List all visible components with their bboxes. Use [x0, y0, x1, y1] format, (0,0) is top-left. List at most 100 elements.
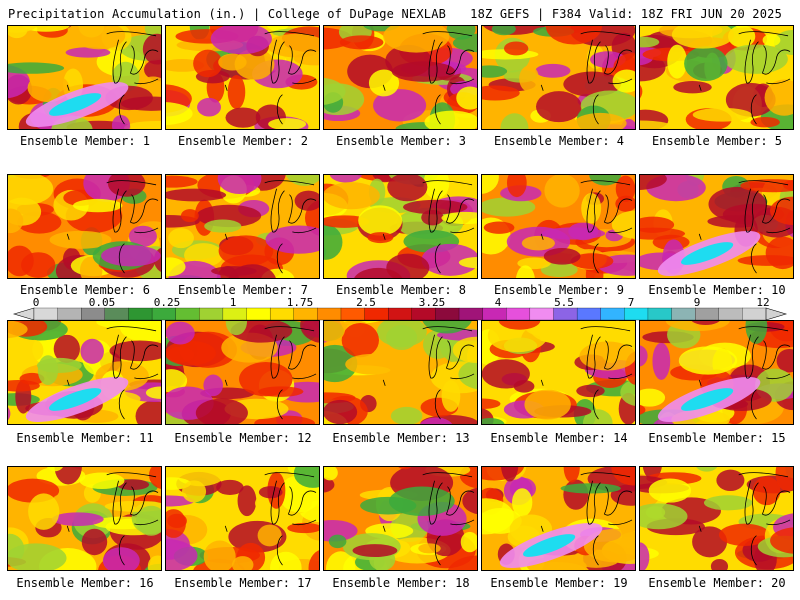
precip-field: [166, 321, 319, 424]
member-caption: Ensemble Member: 18: [332, 576, 470, 590]
coastline-outline: [698, 326, 791, 420]
model-run-label: 18Z GEFS | F384 Valid: 18Z FRI JUN 20 20…: [470, 7, 782, 21]
member-map-5: [639, 25, 794, 130]
colorbar-swatch: [246, 307, 271, 321]
coastline-outline: [66, 326, 159, 420]
member-map-4: [481, 25, 636, 130]
member-caption: Ensemble Member: 12: [174, 431, 312, 445]
coastline-outline: [698, 31, 791, 125]
colorbar-swatch: [529, 307, 554, 321]
member-caption: Ensemble Member: 4: [493, 134, 625, 148]
member-caption: Ensemble Member: 20: [648, 576, 786, 590]
colorbar-swatch: [175, 307, 200, 321]
colorbar-swatch: [742, 307, 767, 321]
colorbar-swatch: [506, 307, 531, 321]
chart-title: Precipitation Accumulation (in.) | Colle…: [8, 7, 447, 21]
precip-field: [640, 175, 793, 278]
member-caption: Ensemble Member: 7: [177, 283, 309, 297]
member-caption: Ensemble Member: 10: [648, 283, 786, 297]
precip-field: [8, 26, 161, 129]
colorbar-swatch: [269, 307, 295, 321]
member-map-16: [7, 466, 162, 571]
precip-field: [324, 175, 477, 278]
member-caption: Ensemble Member: 6: [19, 283, 151, 297]
member-caption: Ensemble Member: 17: [174, 576, 312, 590]
colorbar-swatch: [128, 307, 153, 321]
coastline-outline: [66, 31, 159, 125]
colorbar-swatch: [222, 307, 247, 321]
member-caption: Ensemble Member: 11: [16, 431, 154, 445]
colorbar-swatch: [388, 307, 413, 321]
coastline-outline: [540, 180, 633, 274]
coastline-outline: [224, 180, 317, 274]
colorbar-swatch: [695, 307, 720, 321]
member-map-7: [165, 174, 320, 279]
member-map-14: [481, 320, 636, 425]
precip-field: [324, 467, 477, 570]
colorbar-tick-label: 2.5: [356, 296, 376, 309]
member-map-19: [481, 466, 636, 571]
member-map-13: [323, 320, 478, 425]
member-caption: Ensemble Member: 14: [490, 431, 628, 445]
member-caption: Ensemble Member: 3: [335, 134, 467, 148]
coastline-outline: [382, 31, 475, 125]
coastline-outline: [698, 180, 791, 274]
member-map-1: [7, 25, 162, 130]
colorbar-swatch: [293, 307, 318, 321]
coastline-outline: [66, 472, 159, 566]
precip-field: [482, 321, 635, 424]
colorbar-tick-label: 9: [693, 296, 701, 309]
member-caption: Ensemble Member: 5: [651, 134, 783, 148]
colorbar-min-arrow: [12, 307, 35, 321]
member-caption: Ensemble Member: 8: [335, 283, 467, 297]
colorbar-swatch: [411, 307, 436, 321]
colorbar-swatch: [624, 307, 649, 321]
precip-field: [640, 321, 793, 424]
coastline-outline: [382, 326, 475, 420]
coastline-outline: [540, 472, 633, 566]
colorbar-swatch: [81, 307, 106, 321]
coastline-outline: [224, 326, 317, 420]
member-map-8: [323, 174, 478, 279]
colorbar-swatch: [57, 307, 82, 321]
colorbar-swatch: [671, 307, 696, 321]
member-caption: Ensemble Member: 13: [332, 431, 470, 445]
precip-field: [482, 175, 635, 278]
precip-field: [640, 26, 793, 129]
member-map-15: [639, 320, 794, 425]
precip-field: [640, 467, 793, 570]
member-map-2: [165, 25, 320, 130]
precip-field: [482, 467, 635, 570]
colorbar-tick-label: 7: [627, 296, 635, 309]
colorbar-max-arrow: [765, 307, 788, 321]
colorbar-swatch: [482, 307, 507, 321]
coastline-outline: [66, 180, 159, 274]
colorbar-swatch: [317, 307, 342, 321]
member-map-11: [7, 320, 162, 425]
precip-field: [8, 321, 161, 424]
precip-field: [324, 321, 477, 424]
colorbar-tick-label: 1.75: [286, 296, 314, 309]
member-map-17: [165, 466, 320, 571]
member-map-10: [639, 174, 794, 279]
member-caption: Ensemble Member: 1: [19, 134, 151, 148]
coastline-outline: [382, 180, 475, 274]
colorbar-swatch: [718, 307, 743, 321]
coastline-outline: [540, 326, 633, 420]
colorbar-tick-label: 0: [32, 296, 40, 309]
colorbar-tick-label: 1: [229, 296, 237, 309]
colorbar-swatch: [33, 307, 59, 321]
coastline-outline: [224, 31, 317, 125]
colorbar-legend: 0 0.05 0.25 1 1.75 2.5 3.25 4 5.5 7 9 12: [0, 296, 800, 321]
colorbar-swatch: [553, 307, 578, 321]
colorbar-swatch: [151, 307, 177, 321]
member-caption: Ensemble Member: 15: [648, 431, 786, 445]
colorbar-swatch: [435, 307, 460, 321]
colorbar: [12, 307, 788, 321]
member-caption: Ensemble Member: 16: [16, 576, 154, 590]
member-map-18: [323, 466, 478, 571]
colorbar-tick-label: 4: [494, 296, 502, 309]
precip-field: [324, 26, 477, 129]
colorbar-swatch: [340, 307, 366, 321]
coastline-outline: [224, 472, 317, 566]
